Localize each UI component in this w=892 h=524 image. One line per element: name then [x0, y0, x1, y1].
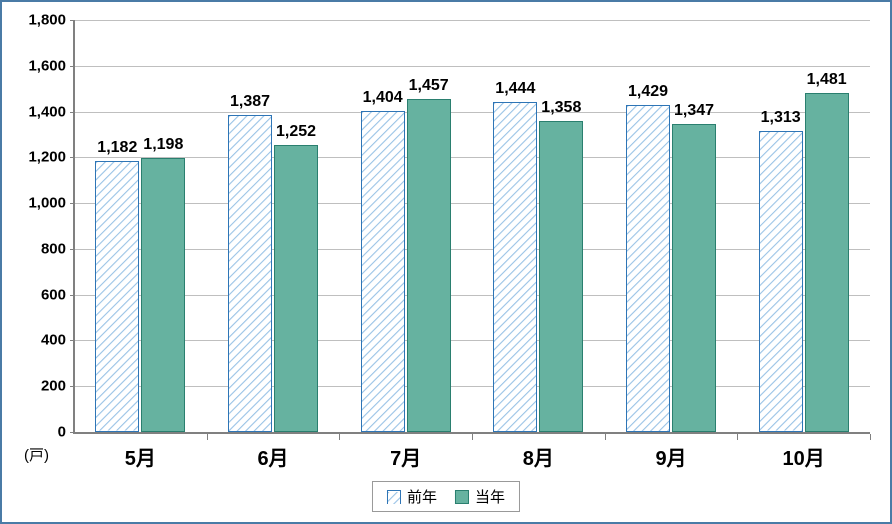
y-tick-label: 1,800	[6, 12, 66, 29]
bar-data-label: 1,404	[363, 89, 403, 107]
x-tick-mark	[737, 434, 738, 440]
bar-prev-year	[493, 102, 537, 433]
legend-swatch-curr	[455, 490, 469, 504]
x-tick-label: 6月	[257, 442, 288, 471]
bar-data-label: 1,429	[628, 83, 668, 101]
bar-data-label: 1,182	[97, 139, 137, 157]
y-tick-label: 1,600	[6, 57, 66, 74]
legend-label-curr: 当年	[475, 486, 505, 507]
x-tick-label: 8月	[523, 442, 554, 471]
bar-curr-year	[141, 158, 185, 432]
bar-curr-year	[672, 124, 716, 432]
y-tick-label: 200	[6, 378, 66, 395]
plot-area: 1,182 1,198 1,387 1,252 1,404 1,457 1,444 1,358…	[74, 20, 870, 432]
bar-prev-year	[228, 115, 272, 432]
bar-data-label: 1,347	[674, 102, 714, 120]
y-tick-label: 1,400	[6, 103, 66, 120]
y-tick-label: 600	[6, 286, 66, 303]
bar-curr-year	[539, 121, 583, 432]
y-axis-unit: (戸)	[24, 444, 49, 465]
y-tick-label: 800	[6, 240, 66, 257]
bar-data-label: 1,387	[230, 93, 270, 111]
x-tick-label: 10月	[783, 442, 825, 471]
legend-item-curr: 当年	[455, 486, 505, 507]
legend-swatch-prev	[387, 490, 401, 504]
y-tick-label: 1,000	[6, 195, 66, 212]
x-tick-label: 5月	[125, 442, 156, 471]
bar-prev-year	[361, 111, 405, 432]
legend-item-prev: 前年	[387, 486, 437, 507]
y-tick-label: 1,200	[6, 149, 66, 166]
bar-data-label: 1,198	[143, 136, 183, 154]
x-tick-label: 9月	[655, 442, 686, 471]
x-tick-mark	[605, 434, 606, 440]
bar-data-label: 1,252	[276, 123, 316, 141]
bar-curr-year	[407, 99, 451, 432]
y-tick-label: 400	[6, 332, 66, 349]
bar-prev-year	[95, 161, 139, 432]
chart-container: 0 200 400 600 800 1,000 1,200 1,400 1,600 1,800 1…	[0, 0, 892, 524]
x-tick-mark	[207, 434, 208, 440]
bar-data-label: 1,457	[409, 77, 449, 95]
bar-prev-year	[626, 105, 670, 432]
x-tick-mark	[472, 434, 473, 440]
x-tick-mark	[339, 434, 340, 440]
y-tick-label: 0	[6, 424, 66, 441]
x-tick-label: 7月	[390, 442, 421, 471]
bar-data-label: 1,481	[807, 71, 847, 89]
bar-data-label: 1,313	[761, 109, 801, 127]
bar-curr-year	[274, 145, 318, 432]
bar-curr-year	[805, 93, 849, 432]
bar-data-label: 1,358	[541, 99, 581, 117]
bar-prev-year	[759, 131, 803, 432]
x-tick-mark	[870, 434, 871, 440]
legend-label-prev: 前年	[407, 486, 437, 507]
bar-data-label: 1,444	[495, 80, 535, 98]
legend: 前年 当年	[372, 481, 520, 512]
